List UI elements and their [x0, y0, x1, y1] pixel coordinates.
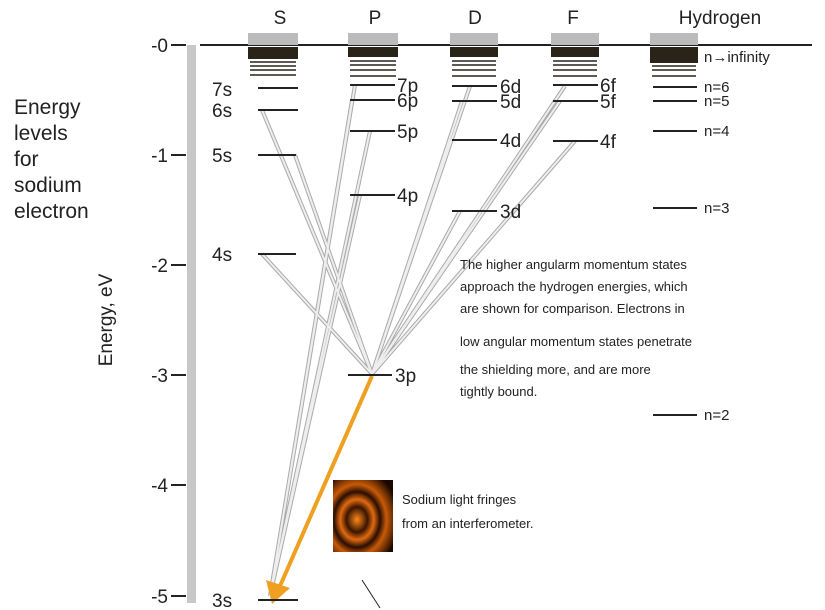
axis-ticks: -0 -1 -2 -3 -4 -5	[151, 36, 186, 608]
caption-line: from an interferometer.	[402, 516, 534, 531]
note-line: approach the hydrogen energies, which	[460, 279, 688, 294]
s-levels: 7s 6s 5s 4s 3s	[212, 80, 298, 610]
column-header: Hydrogen	[679, 8, 761, 29]
note-line: are shown for comparison. Electrons in	[460, 301, 685, 316]
p-levels: 7p 6p 5p 4p 3p	[348, 76, 418, 387]
caption: Sodium light fringes from an interferome…	[402, 492, 534, 531]
level-label: 4f	[600, 132, 617, 153]
fringe-image	[333, 480, 393, 552]
level-label: n=5	[704, 93, 729, 110]
level-label: 6s	[212, 101, 232, 122]
level-label: 4d	[500, 131, 521, 152]
level-label: 3d	[500, 202, 521, 223]
level-label: 5s	[212, 146, 232, 167]
title: Energy levels for sodium electron	[14, 96, 89, 223]
level-label: 5p	[397, 122, 418, 143]
axis-bar	[187, 45, 196, 603]
axis-label: Energy, eV	[96, 273, 117, 366]
level-label: 6d	[500, 77, 521, 98]
tick-marks	[171, 44, 186, 597]
column-header: S	[274, 8, 287, 29]
level-label: n=3	[704, 200, 729, 217]
title-line: for	[14, 148, 39, 171]
level-label: n→infinity	[704, 49, 770, 66]
level-label: 5d	[500, 92, 521, 113]
level-label: 7p	[397, 76, 418, 97]
level-label: 6p	[397, 91, 418, 112]
note-line: tightly bound.	[460, 384, 537, 399]
column-header: P	[369, 8, 382, 29]
level-label: 4p	[397, 186, 418, 207]
note-line: The higher angularm momentum states	[460, 257, 687, 272]
transitions	[260, 84, 577, 604]
tick-label: -3	[151, 366, 168, 387]
title-line: electron	[14, 200, 89, 223]
pointer-line	[361, 579, 381, 609]
level-label: 5f	[600, 92, 617, 113]
note: The higher angularm momentum states appr…	[460, 257, 692, 399]
hydrogen-levels: n→infinity n=6 n=5 n=4 n=3 n=2	[653, 49, 770, 424]
tick-label: -2	[151, 256, 168, 277]
level-label: n=2	[704, 407, 729, 424]
level-label: 3s	[212, 591, 232, 610]
column-header: D	[468, 8, 482, 29]
tick-label: -4	[151, 476, 168, 497]
tick-label: -0	[151, 36, 168, 57]
level-label: 7s	[212, 80, 232, 101]
tick-label: -1	[151, 146, 168, 167]
top-blocks	[248, 33, 698, 77]
title-line: sodium	[14, 174, 82, 197]
level-label: 3p	[395, 366, 416, 387]
title-line: Energy	[14, 96, 81, 119]
column-header: F	[567, 8, 579, 29]
caption-line: Sodium light fringes	[402, 492, 517, 507]
headers: S P D F Hydrogen	[274, 8, 762, 29]
d-levels: 6d 5d 4d 3d	[452, 77, 521, 223]
note-line: the shielding more, and are more	[460, 362, 651, 377]
title-line: levels	[14, 122, 68, 145]
level-label: n=6	[704, 79, 729, 96]
level-label: 6f	[600, 76, 617, 97]
f-levels: 6f 5f 4f	[553, 76, 617, 153]
level-label: n=4	[704, 123, 729, 140]
note-line: low angular momentum states penetrate	[460, 334, 692, 349]
level-label: 4s	[212, 245, 232, 266]
tick-label: -5	[151, 587, 168, 608]
